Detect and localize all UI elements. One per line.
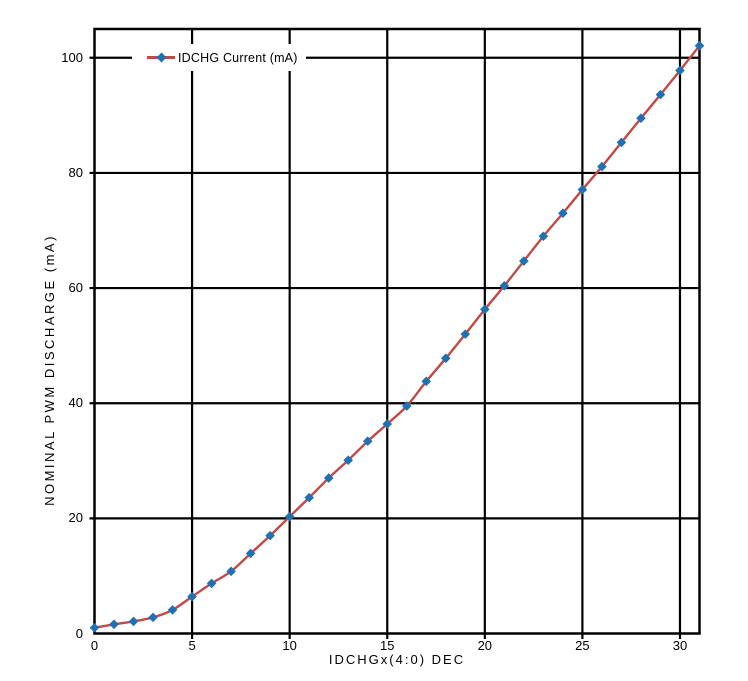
y-tick-label: 60: [68, 280, 83, 296]
x-tick-label: 15: [380, 638, 395, 653]
y-tick-label: 20: [68, 510, 83, 526]
data-point-marker: [519, 256, 529, 266]
data-point-marker: [343, 455, 354, 466]
y-tick-label: 80: [68, 164, 83, 180]
data-point-marker: [362, 436, 373, 447]
data-point-marker: [167, 605, 178, 615]
x-tick-label: 5: [188, 638, 196, 653]
data-point-marker: [265, 530, 275, 541]
x-tick-label: 0: [90, 638, 99, 653]
data-point-marker: [694, 40, 705, 51]
data-point-marker: [538, 231, 549, 242]
y-axis-title: NOMINAL PWM DISCHARGE (mA): [42, 234, 57, 506]
y-tick-label: 0: [75, 625, 83, 641]
data-point-marker: [655, 89, 666, 100]
series-line: [94, 44, 701, 629]
y-tick-label: 40: [68, 395, 83, 411]
legend-diamond-marker-icon: [156, 52, 166, 63]
y-tick-label: 100: [61, 49, 83, 65]
data-point-marker: [284, 511, 295, 522]
data-point-marker: [323, 473, 334, 483]
data-point-marker: [597, 161, 607, 172]
x-tick-label: 25: [575, 638, 590, 653]
data-point-marker: [499, 280, 510, 291]
data-point-marker: [382, 419, 393, 429]
data-point-marker: [636, 113, 646, 124]
data-point-marker: [440, 353, 451, 364]
data-point-marker: [89, 622, 100, 633]
legend-label: IDCHG Current (mA): [178, 50, 298, 65]
data-point-marker: [206, 578, 217, 589]
data-point-marker: [304, 492, 314, 503]
x-tick-label: 30: [672, 638, 688, 653]
data-point-marker: [226, 566, 236, 577]
data-point-marker: [245, 548, 256, 559]
x-tick-label: 20: [477, 638, 493, 653]
plot-border: [93, 27, 701, 635]
data-point-marker: [577, 184, 588, 195]
data-point-marker: [616, 137, 627, 148]
data-point-marker: [187, 591, 197, 602]
legend-line-diamond-icon: [147, 51, 175, 65]
data-point-marker: [109, 619, 119, 630]
series-markers: [89, 40, 705, 633]
data-point-marker: [128, 616, 139, 627]
data-point-marker: [675, 65, 685, 76]
data-point-marker: [401, 401, 412, 411]
data-point-marker: [480, 304, 490, 315]
x-tick-label: 10: [282, 638, 297, 653]
data-point-marker: [558, 208, 568, 219]
data-point-marker: [148, 612, 158, 623]
x-axis-title: IDCHGx(4:0) DEC: [328, 652, 466, 667]
data-point-marker: [460, 329, 471, 339]
gridlines: [89, 29, 700, 639]
legend: IDCHG Current (mA): [132, 44, 306, 71]
data-point-marker: [421, 376, 432, 387]
